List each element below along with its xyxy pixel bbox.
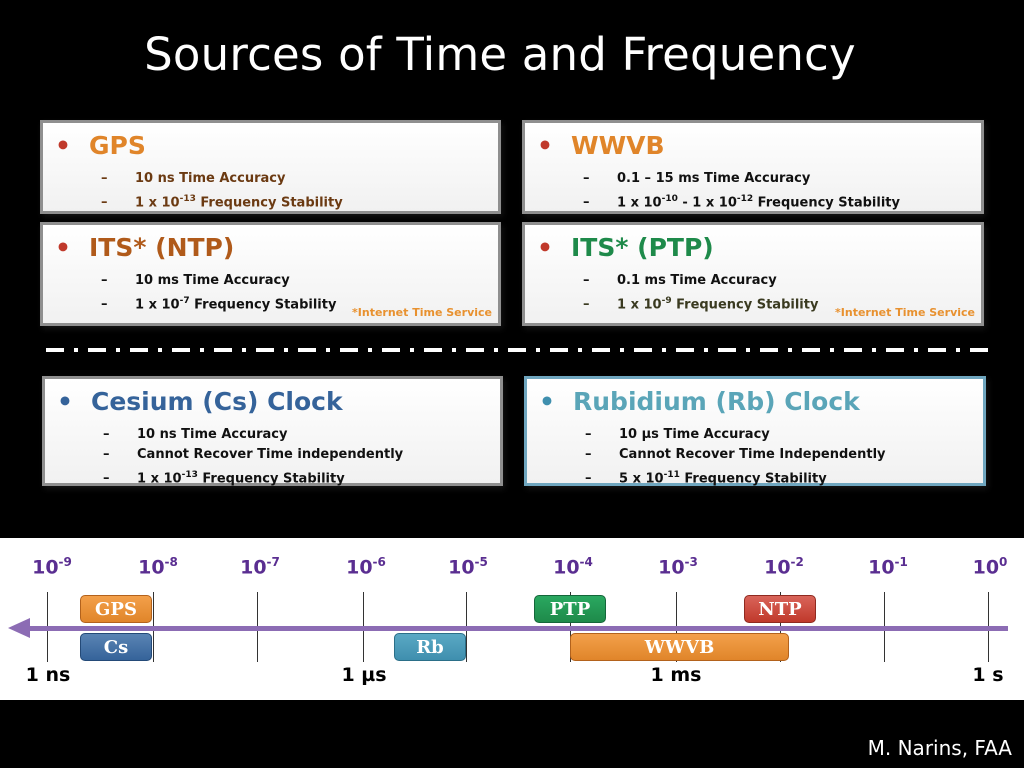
time-label: 1 ms xyxy=(650,664,702,686)
dashed-separator xyxy=(46,348,994,352)
bullet: • xyxy=(55,131,71,160)
list-item: –10 ns Time Accuracy xyxy=(103,427,288,442)
author-credit: M. Narins, FAA xyxy=(867,736,1012,760)
bullet: • xyxy=(55,233,71,262)
rubidium-card: • Rubidium (Rb) Clock –10 µs Time Accurac… xyxy=(524,376,986,486)
axis-arrow-icon xyxy=(8,618,30,638)
cs-box: Cs xyxy=(80,633,152,661)
time-axis xyxy=(28,626,1008,631)
list-item: –1 x 10-9 Frequency Stability xyxy=(583,296,819,313)
power-label: 10-6 xyxy=(346,555,386,579)
list-item: –10 µs Time Accuracy xyxy=(585,427,770,442)
wwvb-title: WWVB xyxy=(571,131,665,160)
ptp-box: PTP xyxy=(534,595,606,623)
ptp-title: ITS* (PTP) xyxy=(571,233,714,262)
wwvb-box: WWVB xyxy=(570,633,789,661)
time-label: 1 s xyxy=(972,664,1004,686)
slide-title: Sources of Time and Frequency xyxy=(144,28,856,81)
gps-card: • GPS –10 ns Time Accuracy –1 x 10-13 Fre… xyxy=(40,120,501,214)
cesium-title: Cesium (Cs) Clock xyxy=(91,387,343,416)
time-label: 1 µs xyxy=(341,664,387,686)
footnote: *Internet Time Service xyxy=(352,306,492,319)
list-item: –5 x 10-11 Frequency Stability xyxy=(585,470,827,487)
bullet: • xyxy=(57,387,73,416)
rb-box: Rb xyxy=(394,633,466,661)
ntp-card: • ITS* (NTP) –10 ms Time Accuracy –1 x 10… xyxy=(40,222,501,326)
ptp-card: • ITS* (PTP) –0.1 ms Time Accuracy –1 x 1… xyxy=(522,222,984,326)
wwvb-heading: • WWVB xyxy=(537,131,665,160)
wwvb-card: • WWVB –0.1 – 15 ms Time Accuracy –1 x 10… xyxy=(522,120,984,214)
power-label: 10-3 xyxy=(658,555,698,579)
list-item: –0.1 ms Time Accuracy xyxy=(583,273,777,288)
bullet: • xyxy=(537,233,553,262)
list-item: –0.1 – 15 ms Time Accuracy xyxy=(583,171,811,186)
power-label: 10-8 xyxy=(138,555,178,579)
list-item: –1 x 10-7 Frequency Stability xyxy=(101,296,337,313)
list-item: –1 x 10-13 Frequency Stability xyxy=(103,470,345,487)
ntp-title: ITS* (NTP) xyxy=(89,233,235,262)
gps-box: GPS xyxy=(80,595,152,623)
gps-heading: • GPS xyxy=(55,131,146,160)
list-item: –10 ms Time Accuracy xyxy=(101,273,290,288)
power-label: 10-9 xyxy=(32,555,72,579)
rubidium-heading: • Rubidium (Rb) Clock xyxy=(539,387,860,416)
ntp-heading: • ITS* (NTP) xyxy=(55,233,234,262)
power-label: 100 xyxy=(972,555,1008,579)
list-item: –1 x 10-13 Frequency Stability xyxy=(101,194,343,211)
ntp-box: NTP xyxy=(744,595,816,623)
power-label: 10-7 xyxy=(240,555,280,579)
list-item: – Cannot Recover Time Independently xyxy=(585,447,886,462)
bullet: • xyxy=(537,131,553,160)
list-item: – Cannot Recover Time independently xyxy=(103,447,404,462)
time-label: 1 ns xyxy=(25,664,71,686)
time-scale: 10-9 10-8 10-7 10-6 10-5 10-4 10-3 10-2 … xyxy=(0,538,1024,700)
bullet: • xyxy=(539,387,555,416)
power-label: 10-5 xyxy=(448,555,488,579)
list-item: –1 x 10-10 - 1 x 10-12 Frequency Stabili… xyxy=(583,194,900,211)
power-label: 10-1 xyxy=(868,555,908,579)
footnote: *Internet Time Service xyxy=(835,306,975,319)
ptp-heading: • ITS* (PTP) xyxy=(537,233,714,262)
list-item: –10 ns Time Accuracy xyxy=(101,171,286,186)
cesium-heading: • Cesium (Cs) Clock xyxy=(57,387,343,416)
gps-title: GPS xyxy=(89,131,146,160)
cesium-card: • Cesium (Cs) Clock –10 ns Time Accuracy … xyxy=(42,376,503,486)
power-label: 10-2 xyxy=(764,555,804,579)
power-label: 10-4 xyxy=(553,555,593,579)
rubidium-title: Rubidium (Rb) Clock xyxy=(573,387,860,416)
